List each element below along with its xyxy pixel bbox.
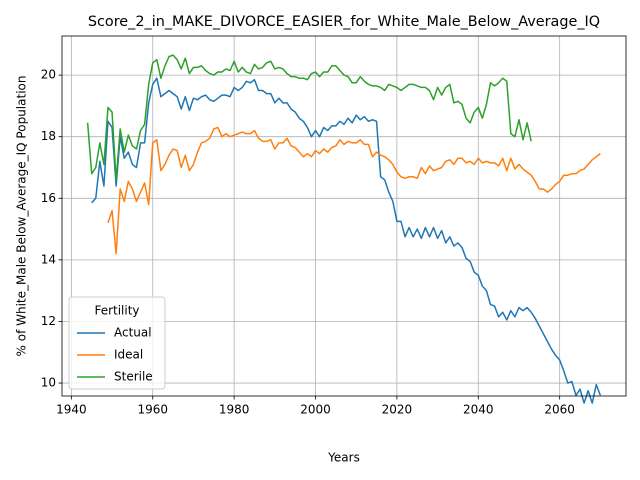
x-tick-label: 2060 [544,403,575,417]
x-tick-label: 2000 [300,403,331,417]
y-axis-label: % of White_Male Below_Average_IQ Populat… [15,76,29,357]
x-tick-label: 2020 [382,403,413,417]
x-axis-label: Years [327,451,360,465]
x-tick-label: 2040 [463,403,494,417]
x-tick-label: 1940 [56,403,87,417]
series-line [107,126,601,255]
legend-label: Actual [114,326,152,340]
legend: Fertility Actual Ideal Sterile [68,296,166,390]
y-tick-label: 10 [41,376,56,390]
legend-box [68,296,166,390]
legend-label: Sterile [114,370,153,384]
y-tick-label: 16 [41,191,56,205]
y-tick-label: 12 [41,314,56,328]
y-tick-label: 20 [41,68,56,82]
legend-title: Fertility [94,304,139,318]
series-line [86,54,532,181]
plot-frame [61,35,627,397]
series-line [91,77,602,404]
chart-title: Score_2_in_MAKE_DIVORCE_EASIER_for_White… [88,14,600,30]
y-tick-label: 18 [41,129,56,143]
x-tick-label: 1960 [137,403,168,417]
lines [86,54,602,404]
x-tick-label: 1980 [219,403,250,417]
y-tick-label: 14 [41,252,56,266]
legend-label: Ideal [114,348,143,362]
